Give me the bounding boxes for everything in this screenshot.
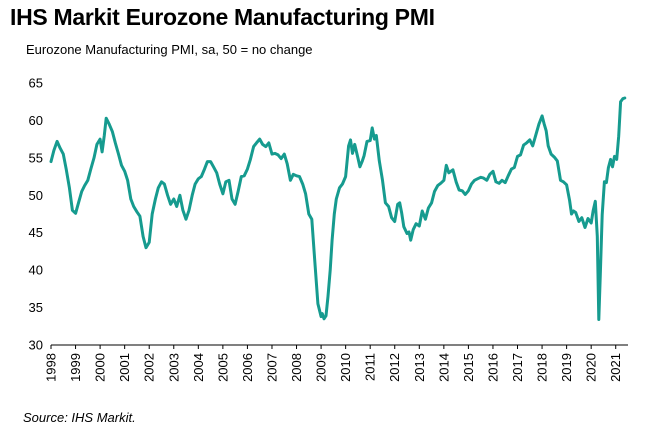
y-tick-label: 60 (29, 113, 43, 128)
y-tick-label: 40 (29, 263, 43, 278)
x-tick-label: 1999 (68, 353, 83, 382)
y-tick-label: 65 (29, 76, 43, 91)
y-axis: 30 35 40 45 50 55 60 65 (29, 76, 43, 353)
x-tick-label: 2019 (559, 353, 574, 382)
chart: 30 35 40 45 50 55 60 65 1998 1999 2000 2001 2002 200… (29, 76, 628, 382)
x-tick-label: 1998 (44, 353, 59, 382)
series-layer (49, 96, 627, 321)
x-tick-label: 2002 (142, 353, 157, 382)
x-tick-label: 2017 (510, 353, 525, 382)
x-tick-label: 2015 (461, 353, 476, 382)
x-tick-label: 2010 (338, 353, 353, 382)
x-tick-label: 2005 (215, 353, 230, 382)
x-tick-label: 2014 (436, 353, 451, 382)
y-tick-label: 45 (29, 225, 43, 240)
chart-subtitle: Eurozone Manufacturing PMI, sa, 50 = no … (26, 42, 313, 57)
x-tick-label: 2009 (314, 353, 329, 382)
x-tick-label: 2021 (608, 353, 623, 382)
x-tick-label: 2000 (93, 353, 108, 382)
x-tick-label: 2020 (584, 353, 599, 382)
x-tick-label: 2011 (363, 353, 378, 381)
x-tick-label: 2003 (166, 353, 181, 382)
chart-title: IHS Markit Eurozone Manufacturing PMI (10, 4, 435, 30)
x-tick-label: 2007 (264, 353, 279, 382)
x-tick-label: 2008 (289, 353, 304, 382)
series-line (49, 96, 627, 321)
x-tick-label: 2004 (191, 353, 206, 382)
y-tick-label: 50 (29, 188, 43, 203)
x-axis: 1998 1999 2000 2001 2002 2003 2004 2005 2006 2007… (44, 345, 623, 382)
x-tick-label: 2016 (485, 353, 500, 382)
x-tick-label: 2006 (240, 353, 255, 382)
x-tick-label: 2012 (387, 353, 402, 382)
x-tick-label: 2018 (535, 353, 550, 382)
y-tick-label: 55 (29, 150, 43, 165)
x-tick-label: 2013 (412, 353, 427, 382)
y-tick-label: 30 (29, 338, 43, 353)
x-tick-label: 2001 (117, 353, 132, 382)
source-note: Source: IHS Markit. (23, 410, 136, 425)
y-tick-label: 35 (29, 300, 43, 315)
